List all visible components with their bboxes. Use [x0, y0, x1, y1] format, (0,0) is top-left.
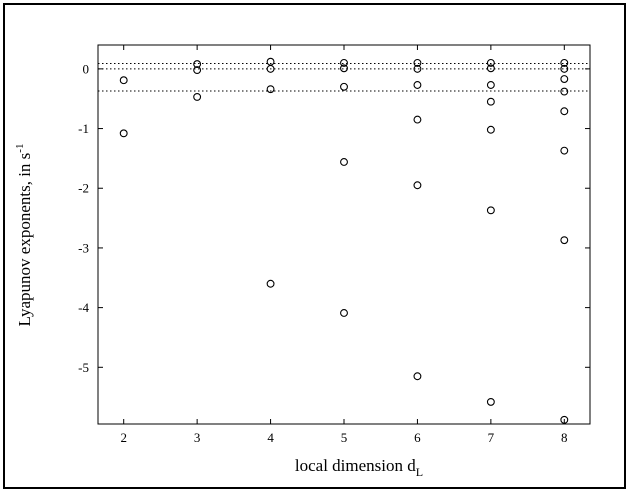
- data-point-6: [266, 64, 275, 73]
- data-point-33: [560, 236, 569, 245]
- data-point-27: [560, 58, 569, 67]
- x-axis-label: local dimension dL: [295, 456, 423, 479]
- data-point-18: [413, 181, 422, 190]
- data-point-10: [340, 64, 348, 73]
- data-point-9: [340, 58, 348, 67]
- y-tick-label--5: -5: [78, 360, 89, 375]
- data-point-21: [486, 64, 495, 73]
- data-point-23: [486, 97, 495, 106]
- y-tick-label-0: 0: [83, 61, 90, 76]
- data-point-8: [266, 279, 275, 288]
- x-tick-label-7: 7: [488, 430, 495, 445]
- y-tick-label--4: -4: [78, 300, 89, 315]
- x-tick-label-6: 6: [414, 430, 421, 445]
- y-axis-label-text: Lyapunov exponents, in s: [15, 153, 34, 327]
- data-point-24: [486, 125, 495, 134]
- data-point-14: [413, 58, 422, 67]
- data-point-5: [266, 57, 275, 66]
- tick-labels: 2 3 4 5 6 7 8 0 -1 -2 -3 -4 -5: [78, 61, 567, 445]
- data-point-17: [413, 115, 422, 124]
- data-point-3: [193, 66, 202, 75]
- data-point-4: [193, 92, 202, 101]
- y-tick-label--3: -3: [78, 240, 89, 255]
- x-axis-label-text: local dimension d: [295, 456, 416, 475]
- data-point-16: [413, 81, 422, 89]
- y-tick-label--1: -1: [78, 121, 89, 136]
- x-tick-label-5: 5: [341, 430, 348, 445]
- x-tick-label-8: 8: [561, 430, 568, 445]
- data-point-30: [560, 87, 569, 96]
- x-tick-label-4: 4: [267, 430, 274, 445]
- y-tick-label--2: -2: [78, 181, 89, 196]
- data-point-19: [413, 372, 422, 381]
- data-point-26: [486, 397, 495, 406]
- data-point-15: [413, 64, 422, 73]
- data-point-22: [486, 81, 495, 89]
- data-point-32: [560, 146, 569, 155]
- data-point-20: [486, 58, 495, 67]
- reference-lines: [98, 63, 590, 92]
- data-point-31: [560, 107, 569, 116]
- data-point-2: [193, 60, 202, 69]
- figure-frame: [3, 3, 626, 489]
- data-point-1: [119, 129, 128, 138]
- x-axis-label-subscript: L: [416, 465, 423, 479]
- x-tick-label-2: 2: [120, 430, 127, 445]
- data-point-13: [340, 309, 348, 317]
- data-point-12: [340, 158, 348, 166]
- y-axis-label-superscript: -1: [14, 144, 26, 153]
- data-point-7: [266, 85, 275, 94]
- axis-ticks: [98, 45, 590, 424]
- data-point-28: [560, 64, 569, 73]
- data-point-11: [340, 82, 348, 91]
- x-tick-label-3: 3: [194, 430, 201, 445]
- plot-area: [97, 44, 591, 425]
- data-points: [119, 57, 569, 424]
- data-point-29: [560, 75, 569, 83]
- y-axis-label: Lyapunov exponents, in s-1: [14, 144, 34, 327]
- data-point-25: [486, 206, 495, 215]
- data-point-0: [119, 76, 128, 85]
